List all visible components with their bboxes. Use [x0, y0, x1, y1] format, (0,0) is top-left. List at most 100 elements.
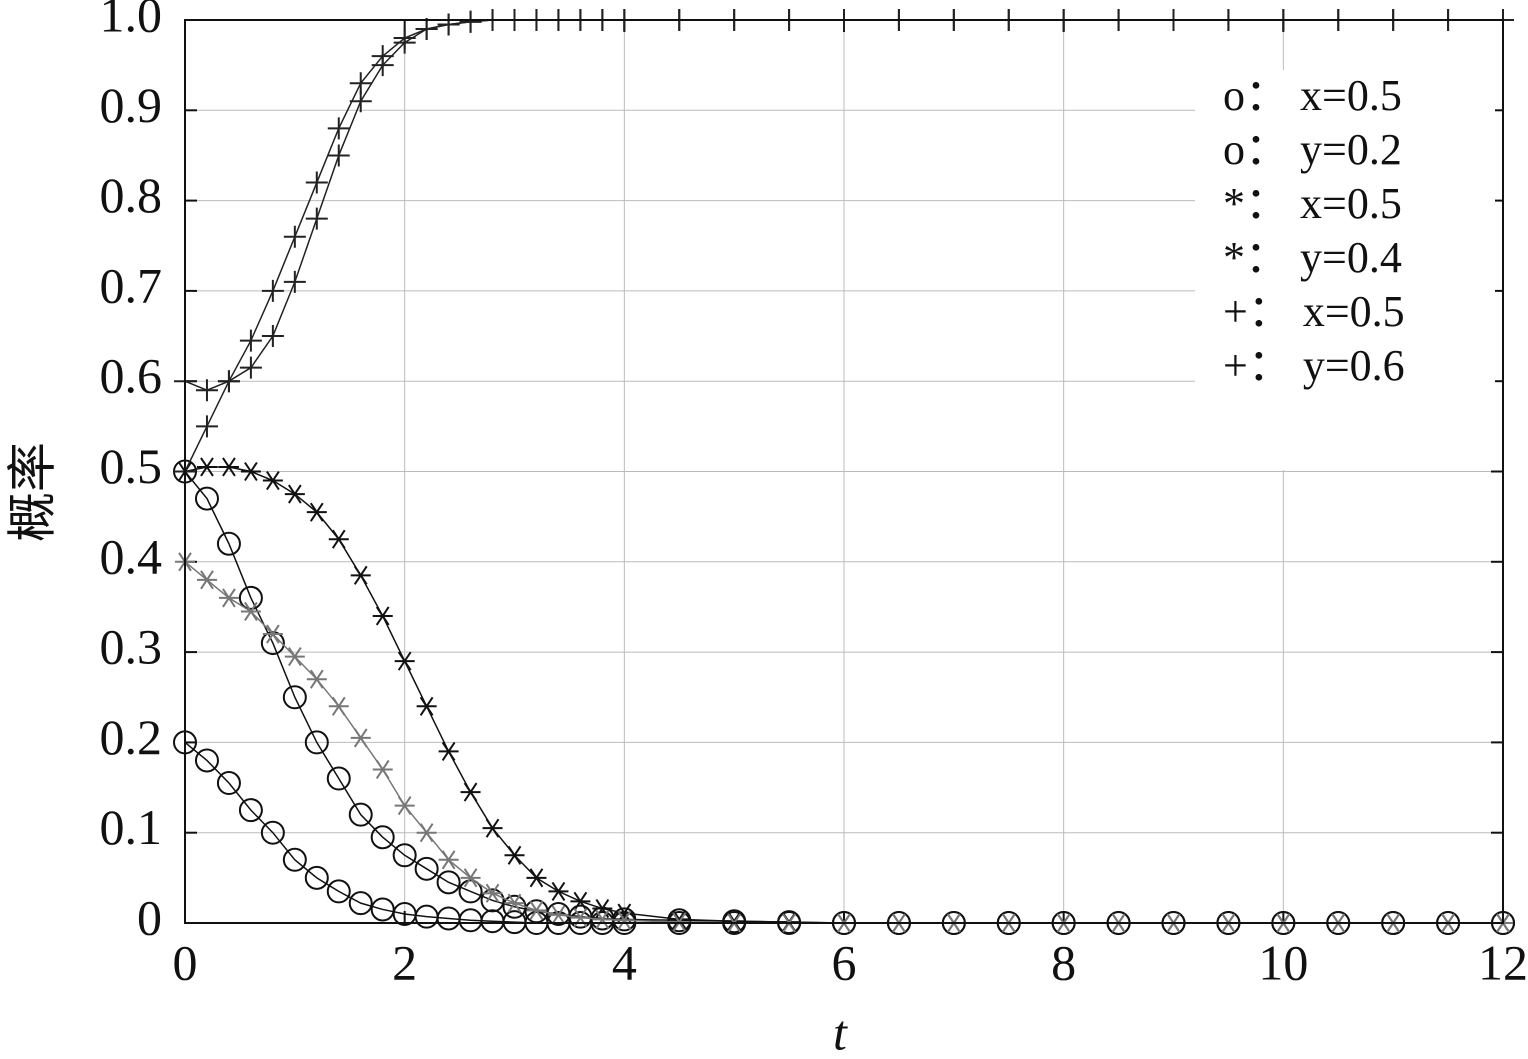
y-axis-label: 概率 [4, 442, 60, 542]
legend-entry: o： y=0.2 [1223, 125, 1402, 174]
marker [504, 893, 525, 913]
marker [460, 782, 481, 802]
marker [526, 868, 547, 888]
marker [394, 651, 415, 671]
y-tick-label: 0.5 [100, 438, 163, 494]
marker [570, 891, 591, 911]
y-tick-label: 0.9 [100, 77, 163, 133]
marker [304, 730, 329, 755]
y-tick-label: 1.0 [100, 0, 163, 42]
legend-entry: +： y=0.6 [1223, 341, 1405, 390]
marker [526, 900, 547, 920]
marker [260, 631, 285, 656]
marker [614, 903, 635, 923]
marker [724, 911, 745, 931]
marker [349, 90, 372, 113]
marker [306, 669, 327, 689]
marker [371, 54, 394, 77]
marker [194, 486, 219, 511]
marker [372, 759, 393, 780]
y-tick-label: 0.8 [100, 167, 163, 223]
marker [459, 10, 482, 33]
marker [370, 825, 395, 850]
x-tick-label: 4 [612, 934, 637, 990]
marker [282, 847, 307, 872]
marker [350, 728, 371, 748]
marker [482, 818, 503, 838]
marker [283, 270, 306, 293]
marker [195, 379, 218, 402]
y-tick-label: 0.1 [100, 799, 163, 855]
marker [194, 748, 219, 773]
marker [437, 13, 460, 36]
marker [548, 881, 569, 901]
marker [283, 225, 306, 248]
marker [284, 647, 305, 667]
marker [282, 685, 307, 710]
x-tick-label: 8 [1051, 934, 1076, 990]
marker [415, 18, 438, 41]
marker [504, 845, 525, 865]
marker [260, 820, 285, 845]
marker [238, 585, 263, 610]
marker [669, 909, 690, 929]
y-tick-label: 0.3 [100, 619, 163, 675]
marker [306, 502, 327, 522]
marker [327, 117, 350, 140]
marker [392, 843, 417, 868]
marker [438, 850, 459, 870]
x-tick-label: 12 [1478, 934, 1528, 990]
marker [394, 796, 415, 816]
marker [239, 356, 262, 379]
legend-entry: *： y=0.4 [1223, 233, 1402, 282]
y-tick-label: 0 [137, 889, 162, 945]
y-tick-label: 0.6 [100, 348, 163, 404]
marker [328, 529, 349, 549]
marker [480, 888, 505, 913]
marker [238, 798, 263, 823]
marker [261, 325, 284, 348]
y-tick-label: 0.7 [100, 257, 163, 313]
marker [328, 696, 349, 716]
legend-box [1195, 70, 1495, 470]
marker [482, 883, 503, 903]
marker [326, 766, 351, 791]
marker [592, 909, 613, 929]
marker [240, 461, 261, 482]
x-tick-label: 6 [832, 934, 857, 990]
marker [438, 741, 459, 761]
legend-entry: +： x=0.5 [1223, 287, 1405, 336]
x-tick-label: 2 [392, 934, 417, 990]
y-tick-label: 0.4 [100, 528, 163, 584]
marker [239, 329, 262, 352]
marker [350, 565, 371, 585]
marker [327, 144, 350, 167]
marker [305, 171, 328, 194]
marker [196, 457, 217, 477]
marker [262, 470, 283, 491]
marker [458, 879, 483, 904]
marker [216, 771, 241, 796]
marker [284, 484, 305, 504]
marker [348, 891, 373, 916]
x-tick-label: 10 [1258, 934, 1308, 990]
marker [414, 856, 439, 881]
marker [393, 31, 416, 54]
marker [460, 868, 481, 888]
marker [548, 905, 569, 925]
marker [436, 870, 461, 895]
marker [372, 606, 393, 626]
marker [216, 531, 241, 556]
plot-frame [184, 19, 1504, 924]
legend-entry: *： x=0.5 [1223, 179, 1402, 228]
y-tick-label: 0.2 [100, 709, 163, 765]
marker [196, 570, 217, 590]
marker [262, 624, 283, 644]
marker [348, 802, 373, 827]
marker [416, 823, 437, 843]
marker [217, 370, 240, 393]
x-tick-label: 0 [173, 934, 198, 990]
marker [304, 865, 329, 890]
marker [218, 588, 239, 608]
